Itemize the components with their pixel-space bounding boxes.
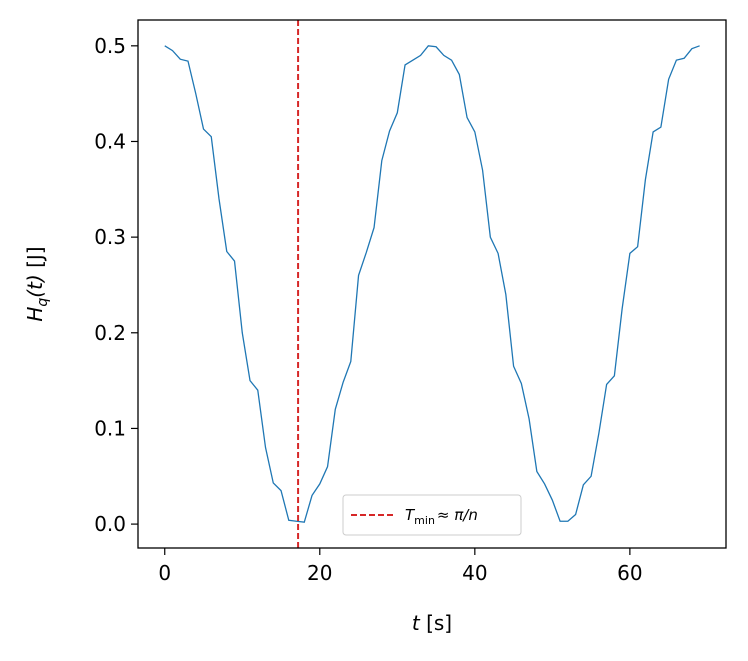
legend-box — [342, 494, 522, 536]
line-series — [164, 45, 700, 523]
y-label-unit: [J] — [23, 246, 47, 274]
x-tick-label: 40 — [462, 561, 487, 585]
x-label-var: t — [412, 611, 421, 635]
y-tick-label: 0.4 — [94, 129, 126, 153]
x-axis-label: t [s] — [412, 611, 452, 635]
y-tick-label: 0.5 — [94, 34, 126, 58]
y-axis-label: Hq(t) [J] — [23, 246, 51, 321]
x-label-unit: [s] — [420, 611, 452, 635]
y-tick-label: 0.2 — [94, 321, 126, 345]
y-label-sub: q — [35, 298, 51, 307]
y-label-arg: (t) — [23, 274, 47, 297]
legend-symbol: T — [405, 506, 416, 524]
legend-rest: ≈ π/n — [437, 506, 478, 524]
x-tick-label: 20 — [307, 561, 332, 585]
y-tick-label: 0.1 — [94, 416, 126, 440]
legend-label: Tmin ≈ π/n — [405, 506, 478, 527]
y-tick-label: 0.0 — [94, 512, 126, 536]
x-tick-label: 60 — [617, 561, 642, 585]
legend-subscript: min — [414, 514, 435, 527]
plot-frame — [137, 19, 727, 549]
x-tick-label: 0 — [158, 561, 171, 585]
y-tick-label: 0.3 — [94, 225, 126, 249]
y-label-var: H — [23, 307, 47, 322]
